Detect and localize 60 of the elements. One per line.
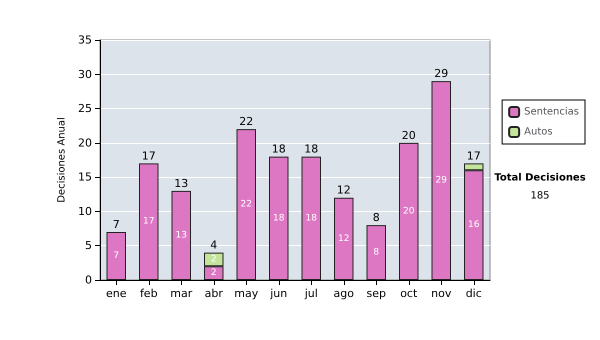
y-tick-label: 20 [78,136,92,150]
y-axis-title: Decisiones Anual [56,117,68,203]
x-tick-label: oct [400,287,418,300]
total-label: 12 [336,184,351,197]
total-label: 29 [434,67,448,80]
legend-label: Autos [524,126,553,138]
bar [302,156,321,280]
total-label: 18 [304,142,318,156]
total-label: 8 [372,211,380,224]
total-label: 17 [466,149,481,162]
total-label: 20 [402,128,416,142]
bar [236,129,256,280]
bar [366,225,386,280]
data-label: 18 [273,213,285,224]
x-tick-label: may [234,287,259,300]
bar [106,232,126,280]
y-tick-label: 0 [85,274,92,286]
bar [432,81,451,280]
y-tick-label: 35 [78,34,92,46]
data-label: 2 [210,254,217,264]
x-tick-label: feb [140,287,158,300]
total-label: 18 [272,142,286,156]
x-tick-label: abr [204,287,224,300]
x-tick-label: jul [304,287,318,300]
x-tick-label: jun [269,287,288,300]
y-tick-label: 10 [78,204,92,218]
total-label: 22 [239,115,254,128]
data-label: 2 [210,268,217,278]
x-tick-label: nov [431,287,452,300]
data-label: 8 [373,248,380,258]
data-label: 20 [403,206,415,216]
data-label: 17 [143,216,154,227]
x-tick-label: ago [334,287,354,300]
y-tick-label: 15 [78,170,92,184]
data-label: 22 [240,200,252,210]
x-tick-label: ene [106,287,127,300]
legend-label: Sentencias [524,106,580,118]
y-tick-label: 30 [78,68,92,81]
data-label: 29 [436,176,448,186]
x-tick-label: sep [366,287,386,300]
bar [399,142,418,280]
bar [334,198,354,280]
data-label: 13 [176,230,187,240]
bar [139,163,158,280]
text: Total Decisiones [494,172,586,184]
y-tick-label: 25 [78,102,92,116]
bar [269,156,288,280]
total-label: 13 [174,176,188,190]
text: 185 [530,190,550,202]
total-label: 4 [210,238,218,252]
data-label: 18 [306,213,318,224]
x-tick-label: mar [170,287,193,300]
data-label: 16 [468,220,480,230]
total-label: 17 [142,149,156,162]
x-tick-label: dic [466,287,482,300]
y-tick-label: 5 [85,239,92,252]
data-label: 7 [113,251,120,261]
total-label: 7 [112,218,120,231]
bar [172,190,191,280]
data-label: 12 [338,234,350,244]
